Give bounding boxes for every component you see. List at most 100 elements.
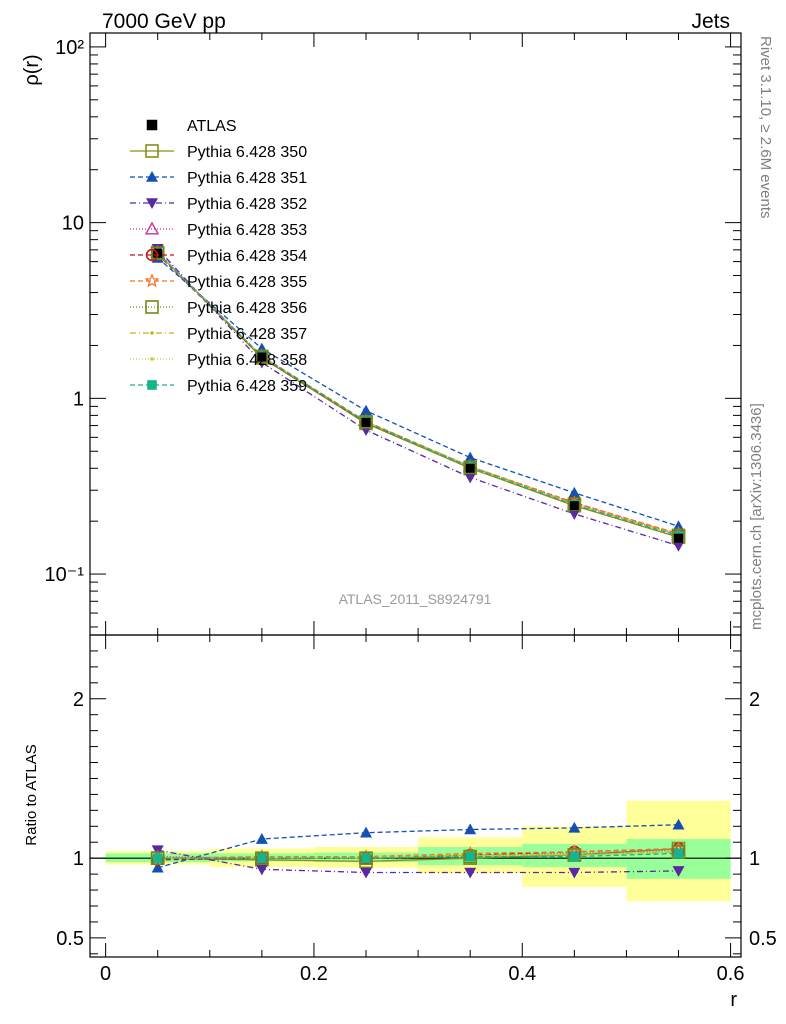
legend-item-10: Pythia 6.428 359 [130, 378, 307, 395]
main-marker-3-5 [568, 509, 581, 520]
ratio-marker-7-2 [255, 851, 269, 865]
ratio-frame [89, 634, 742, 958]
legend-item-5: Pythia 6.428 354 [130, 248, 307, 265]
legend: ATLAS Pythia 6.428 350 Pythia 6.428 351 Pyt… [130, 118, 307, 395]
legend-label-5: Pythia 6.428 354 [187, 248, 307, 265]
ratio-marker-7-4 [463, 849, 477, 864]
main-y-tick-label: 1 [73, 388, 84, 410]
ratio-marker-2-2 [255, 833, 268, 844]
main-line-3 [157, 248, 679, 547]
rivet-label: Rivet 3.1.10, ≥ 2.6M events [757, 36, 774, 219]
legend-marker-9 [150, 357, 154, 361]
legend-item-9: Pythia 6.428 358 [130, 352, 307, 369]
ratio-y-tick-label-right: 1 [749, 848, 760, 870]
ratio-axis-ticks: 0.5 0.5 1 1 2 2 0 0.2 0.4 0.6 [56, 634, 777, 985]
ratio-marker-3-3 [360, 867, 373, 879]
legend-marker-1 [145, 144, 159, 158]
main-marker-7-4 [463, 460, 477, 475]
ratio-marker-10-5 [569, 851, 580, 862]
main-panel: 10⁻¹ 1 10 10² ρ(r) ATLAS_2011_S8924791 ATLA… [21, 32, 742, 636]
ratio-panel: 0.5 0.5 1 1 2 2 0 0.2 0.4 0.6 Ratio to ATLAS r [23, 634, 777, 1011]
main-marker-3-4 [464, 472, 477, 484]
ratio-line-2 [157, 824, 679, 869]
legend-item-1: Pythia 6.428 350 [130, 144, 307, 161]
main-y-tick-label: 10² [55, 37, 84, 59]
legend-marker-2 [146, 171, 158, 182]
main-reference-point-6 [674, 533, 684, 543]
ratio-marker-3-5 [568, 867, 581, 879]
ratio-y-tick-label: 1 [73, 848, 84, 870]
main-marker-2-5 [568, 486, 581, 498]
ratio-marker-2-5 [568, 821, 581, 833]
x-tick-label: 0.2 [300, 963, 328, 985]
main-y-tick-label: 10⁻¹ [45, 564, 85, 586]
legend-marker-3 [146, 198, 158, 209]
ratio-marker-10-2 [257, 853, 267, 863]
legend-marker-5 [145, 248, 159, 262]
legend-marker-6 [144, 273, 160, 288]
ratio-line-3 [157, 849, 679, 874]
legend-label-2: Pythia 6.428 351 [187, 170, 307, 187]
ratio-y-axis-label: Ratio to ATLAS [23, 744, 40, 845]
ratio-y-tick-label-right: 0.5 [749, 928, 777, 950]
ratio-line-10 [157, 852, 679, 859]
ratio-line-6 [157, 847, 679, 859]
main-reference-point-5 [569, 501, 579, 511]
legend-label-10: Pythia 6.428 359 [187, 378, 307, 395]
analysis-label: ATLAS_2011_S8924791 [339, 591, 492, 607]
legend-label-9: Pythia 6.428 358 [187, 352, 307, 369]
legend-label-1: Pythia 6.428 350 [187, 144, 307, 161]
ratio-marker-7-1 [150, 851, 165, 865]
header-process-label: Jets [691, 10, 730, 33]
legend-marker-4 [144, 221, 160, 235]
x-axis-label: r [730, 989, 737, 1011]
legend-label-3: Pythia 6.428 352 [187, 196, 307, 213]
ratio-series-markers [150, 818, 686, 879]
main-series-lines [157, 248, 679, 547]
legend-item-7: Pythia 6.428 356 [130, 300, 307, 317]
legend-marker-10 [147, 380, 157, 390]
legend-item-8: Pythia 6.428 357 [130, 326, 307, 343]
main-axis-ticks: 10⁻¹ 1 10 10² [45, 33, 741, 635]
legend-label-7: Pythia 6.428 356 [187, 300, 307, 317]
main-marker-2-6 [672, 520, 685, 532]
x-tick-label: 0.6 [717, 963, 745, 985]
x-tick-label: 0.4 [508, 963, 536, 985]
ratio-marker-2-4 [464, 823, 477, 835]
main-marker-7-2 [255, 349, 269, 364]
ratio-marker-2-1 [151, 861, 164, 873]
ratio-y-tick-label-right: 2 [749, 689, 760, 711]
ratio-marker-2-6 [672, 818, 685, 830]
legend-item-2: Pythia 6.428 351 [130, 170, 307, 187]
legend-label-4: Pythia 6.428 353 [187, 222, 307, 239]
main-reference-point-3 [361, 417, 371, 427]
legend-item-6: Pythia 6.428 355 [130, 273, 307, 291]
main-marker-3-6 [672, 540, 685, 552]
ratio-marker-10-1 [152, 853, 163, 863]
legend-item-4: Pythia 6.428 353 [130, 221, 307, 239]
legend-label-reference: ATLAS [187, 118, 237, 135]
ratio-marker-3-6 [672, 866, 685, 877]
x-tick-label: 0 [100, 963, 111, 985]
ratio-line-8 [157, 851, 679, 859]
legend-label-8: Pythia 6.428 357 [187, 326, 307, 343]
ratio-marker-10-3 [361, 853, 371, 863]
ratio-marker-3-2 [255, 864, 268, 876]
main-line-10 [157, 252, 679, 537]
main-line-2 [157, 257, 679, 527]
ratio-marker-7-3 [359, 851, 373, 865]
legend-item-reference: ATLAS [146, 118, 237, 135]
ratio-y-tick-label: 0.5 [56, 928, 84, 950]
ratio-y-tick-label: 2 [73, 689, 84, 711]
ratio-series-lines [157, 824, 679, 874]
header-energy-label: 7000 GeV pp [102, 10, 226, 33]
ratio-marker-10-6 [673, 848, 684, 859]
main-marker-7-3 [359, 415, 373, 429]
ratio-marker-3-4 [464, 867, 477, 879]
legend-marker-8 [150, 331, 154, 335]
legend-marker-reference [146, 119, 158, 131]
main-y-axis-label: ρ(r) [21, 54, 43, 85]
legend-marker-7 [145, 300, 159, 314]
legend-label-6: Pythia 6.428 355 [187, 274, 307, 291]
